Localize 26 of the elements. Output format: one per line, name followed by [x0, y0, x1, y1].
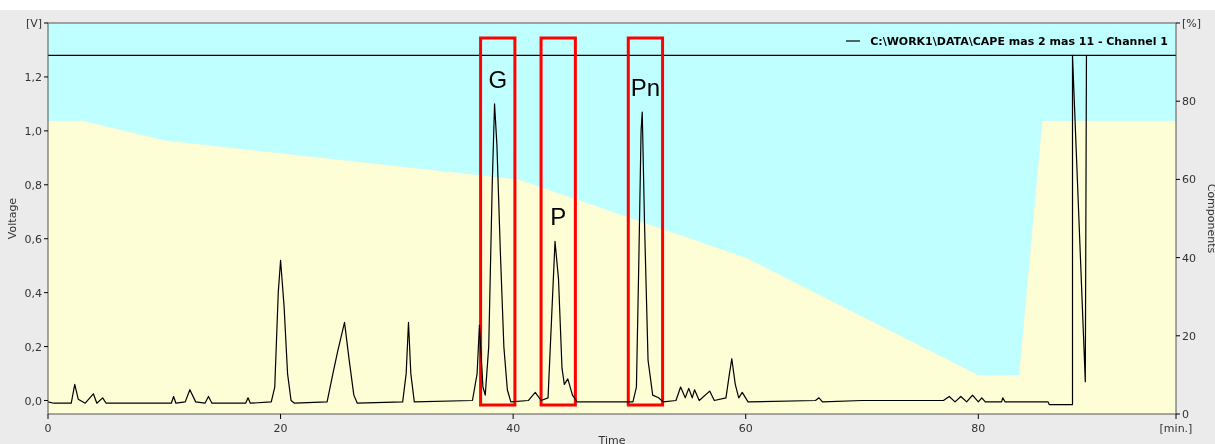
y2-tick-label: [%] [1182, 17, 1202, 30]
y-tick-label: 0,2 [24, 340, 42, 354]
y-tick-label: 0,8 [24, 178, 42, 192]
y2-tick-label: 20 [1182, 329, 1196, 343]
legend-label: C:\WORK1\DATA\CAPE mas 2 mas 11 - Channel 1 [870, 35, 1168, 48]
y-tick-label: 0,6 [24, 232, 42, 246]
y2-tick-label: 40 [1182, 251, 1196, 265]
y2-tick-label: 0 [1182, 408, 1189, 421]
y-axis-title: Voltage [6, 197, 19, 240]
annotation: G [488, 65, 508, 93]
x-axis-title: Time [597, 434, 626, 444]
y-tick-label: [V] [25, 17, 42, 30]
x-tick-label: 60 [738, 422, 753, 435]
y2-tick-label: 80 [1182, 95, 1196, 109]
x-tick-label: [min.] [1159, 422, 1193, 435]
x-tick-label: 80 [971, 422, 986, 435]
x-tick-label: 20 [273, 422, 288, 435]
x-tick-label: 0 [44, 422, 52, 435]
y-tick-label: 1,2 [24, 70, 42, 84]
y-tick-label: 1,0 [24, 124, 42, 138]
y-tick-label: 0,0 [24, 394, 42, 408]
y2-tick-label: 60 [1182, 173, 1196, 187]
annotation: Pn [630, 73, 661, 101]
y-tick-label: 0,4 [24, 286, 42, 300]
annotation: P [550, 203, 567, 231]
x-tick-label: 40 [506, 422, 521, 435]
